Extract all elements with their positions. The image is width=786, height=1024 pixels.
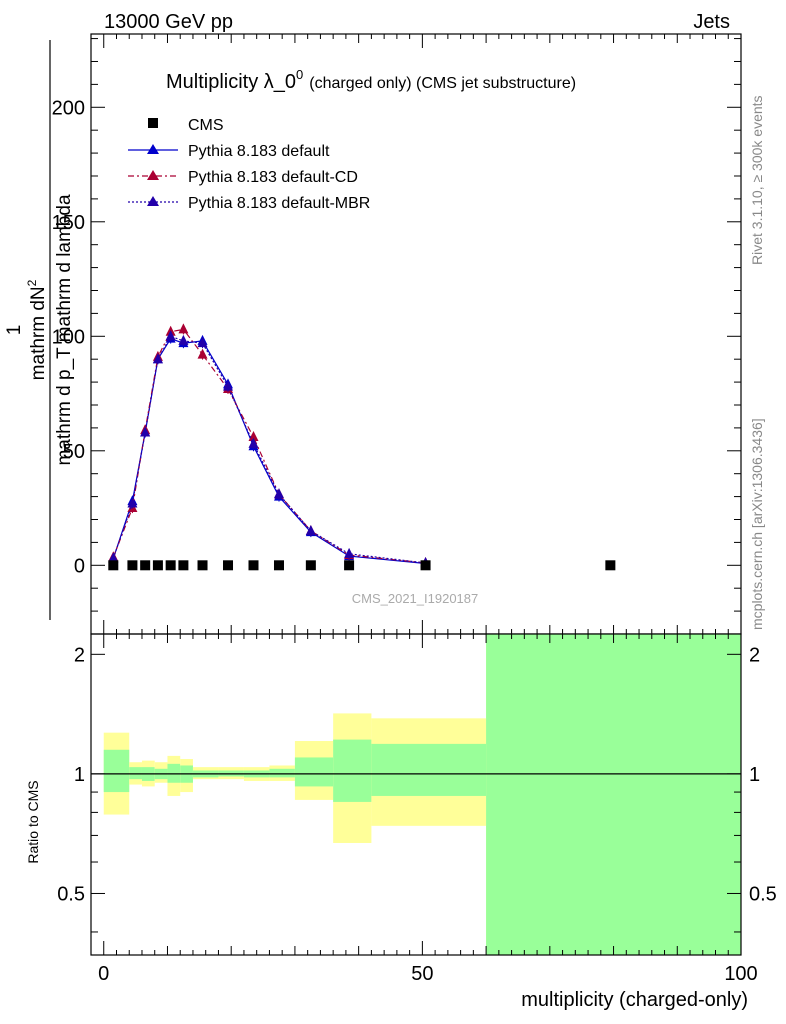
legend-mbr-label: Pythia 8.183 default-MBR: [188, 195, 370, 212]
ratio-y-tick-label-right: 0.5: [749, 883, 777, 905]
series-point-3: [223, 380, 234, 391]
ratio-y-tick-label-right: 1: [749, 764, 760, 786]
main-ylabel: mathrm dN2 mathrm d p_T mathrm d lambda: [25, 40, 75, 620]
cms-point: [108, 560, 119, 571]
ylabel-den: mathrm d p_T mathrm d lambda: [54, 194, 75, 465]
mcplots-label: mcplots.cern.ch [arXiv:1306.3436]: [749, 418, 765, 630]
legend-mbr-marker: [147, 196, 159, 206]
header-right: Jets: [693, 11, 730, 33]
cms-point: [305, 560, 316, 571]
x-tick-label: 100: [724, 963, 757, 985]
y-tick-label: 150: [52, 212, 85, 234]
series-point-2: [248, 431, 259, 442]
series-point-3: [197, 337, 208, 348]
cms-point: [273, 560, 284, 571]
legend-cd-label: Pythia 8.183 default-CD: [188, 169, 358, 186]
series-point-2: [178, 323, 189, 334]
legend-cms-marker: [148, 118, 158, 128]
y-tick-label: 200: [52, 97, 85, 119]
x-tick-label: 0: [98, 963, 109, 985]
series-line-3: [112, 335, 426, 564]
rivet-label: Rivet 3.1.10, ≥ 300k events: [749, 95, 765, 265]
y-tick-label: 50: [63, 441, 85, 463]
ratio-band-inner-11: [333, 739, 372, 802]
cms-point: [127, 560, 138, 571]
analysis-watermark: CMS_2021_I1920187: [352, 591, 479, 606]
ylabel-num: mathrm dN: [28, 286, 49, 380]
chart-title-sup: 0: [296, 67, 303, 82]
series-point-3: [344, 547, 355, 558]
series-line-1: [112, 337, 426, 565]
ratio-y-tick-label: 0.5: [57, 883, 85, 905]
ratio-panel: 0 50 100 0.5 0.5 1 1 2 2: [57, 633, 777, 985]
ratio-band-inner-1: [129, 767, 142, 780]
cms-point: [178, 560, 189, 571]
ratio-band-inner-10: [294, 757, 334, 787]
series-point-2: [197, 348, 208, 359]
cms-point: [152, 560, 163, 571]
ylabel-num-sup: 2: [25, 279, 39, 286]
ratio-band-inner-4: [167, 763, 181, 783]
y-tick-label: 0: [74, 555, 85, 577]
series-point-3: [273, 488, 284, 499]
series-line-2: [112, 328, 426, 564]
series-layer: [108, 323, 616, 571]
ratio-y-tick-label-right: 2: [749, 644, 760, 666]
ylabel-outer-num: 1: [4, 325, 25, 336]
series-point-3: [178, 334, 189, 345]
legend-default-marker: [147, 144, 159, 154]
chart-title-main: Multiplicity λ_0: [166, 71, 296, 93]
series-point-3: [165, 330, 176, 341]
xlabel: multiplicity (charged-only): [521, 989, 748, 1011]
cms-point: [197, 560, 208, 571]
legend: CMS Pythia 8.183 default Pythia 8.183 de…: [128, 117, 370, 212]
chart-title-rest: (charged only) (CMS jet substructure): [309, 75, 576, 92]
chart-title: Multiplicity λ_00 (charged only) (CMS jet…: [166, 67, 576, 93]
legend-cms-label: CMS: [188, 117, 224, 134]
cms-point: [605, 560, 616, 571]
cms-point: [420, 560, 431, 571]
x-tick-label: 50: [411, 963, 433, 985]
ratio-ylabel: Ratio to CMS: [25, 780, 41, 863]
series-point-3: [152, 353, 163, 364]
series-point-3: [127, 497, 138, 508]
header-left: 13000 GeV pp: [104, 11, 233, 33]
cms-point: [165, 560, 176, 571]
main-ylabel-outer: 1: [4, 325, 25, 336]
ratio-y-tick-label: 1: [74, 764, 85, 786]
cms-point: [140, 560, 151, 571]
y-tick-label: 100: [52, 326, 85, 348]
legend-cd-marker: [147, 170, 159, 180]
series-point-3: [248, 437, 259, 448]
ratio-band-inner-9: [269, 768, 295, 778]
series-point-3: [305, 524, 316, 535]
ratio-y-tick-label: 2: [74, 644, 85, 666]
cms-point: [223, 560, 234, 571]
ratio-frame: [90, 633, 742, 956]
series-point-3: [108, 552, 119, 563]
cms-point: [248, 560, 259, 571]
ratio-band-inner-12: [371, 743, 487, 796]
ylabel-frac-top: mathrm dN2: [25, 279, 49, 380]
legend-default-label: Pythia 8.183 default: [188, 143, 330, 160]
cms-point: [344, 560, 355, 571]
series-point-3: [140, 426, 151, 437]
ratio-band-inner-0: [103, 749, 130, 793]
ratio-band-inner-13: [486, 634, 741, 955]
